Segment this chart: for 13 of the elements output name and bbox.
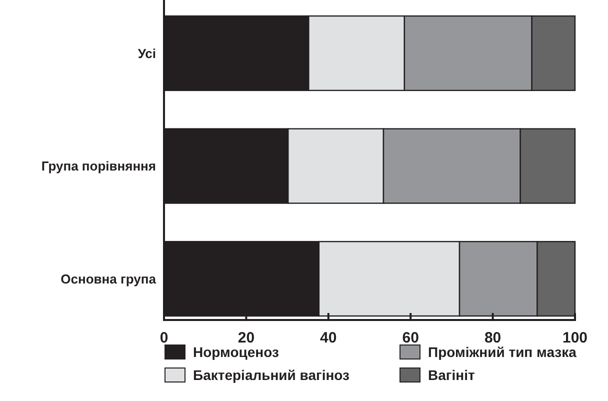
legend-label: Бактеріальний вагіноз	[193, 367, 350, 383]
x-tick-label: 60	[402, 330, 419, 346]
x-tick-label: 80	[484, 330, 502, 346]
x-tick-label: 100	[562, 330, 588, 346]
x-tick-label: 0	[160, 330, 168, 346]
y-tick-label: Усі	[138, 46, 156, 61]
y-tick-label: Група порівняння	[41, 158, 156, 174]
y-tick-label: Основна група	[60, 271, 157, 286]
x-tick-label: 40	[320, 330, 337, 346]
x-tick-label: 20	[238, 330, 255, 346]
legend-label: Проміжний тип мазка	[428, 344, 577, 360]
legend-label: Нормоценоз	[193, 344, 279, 360]
legend-label: Вагініт	[428, 367, 475, 383]
